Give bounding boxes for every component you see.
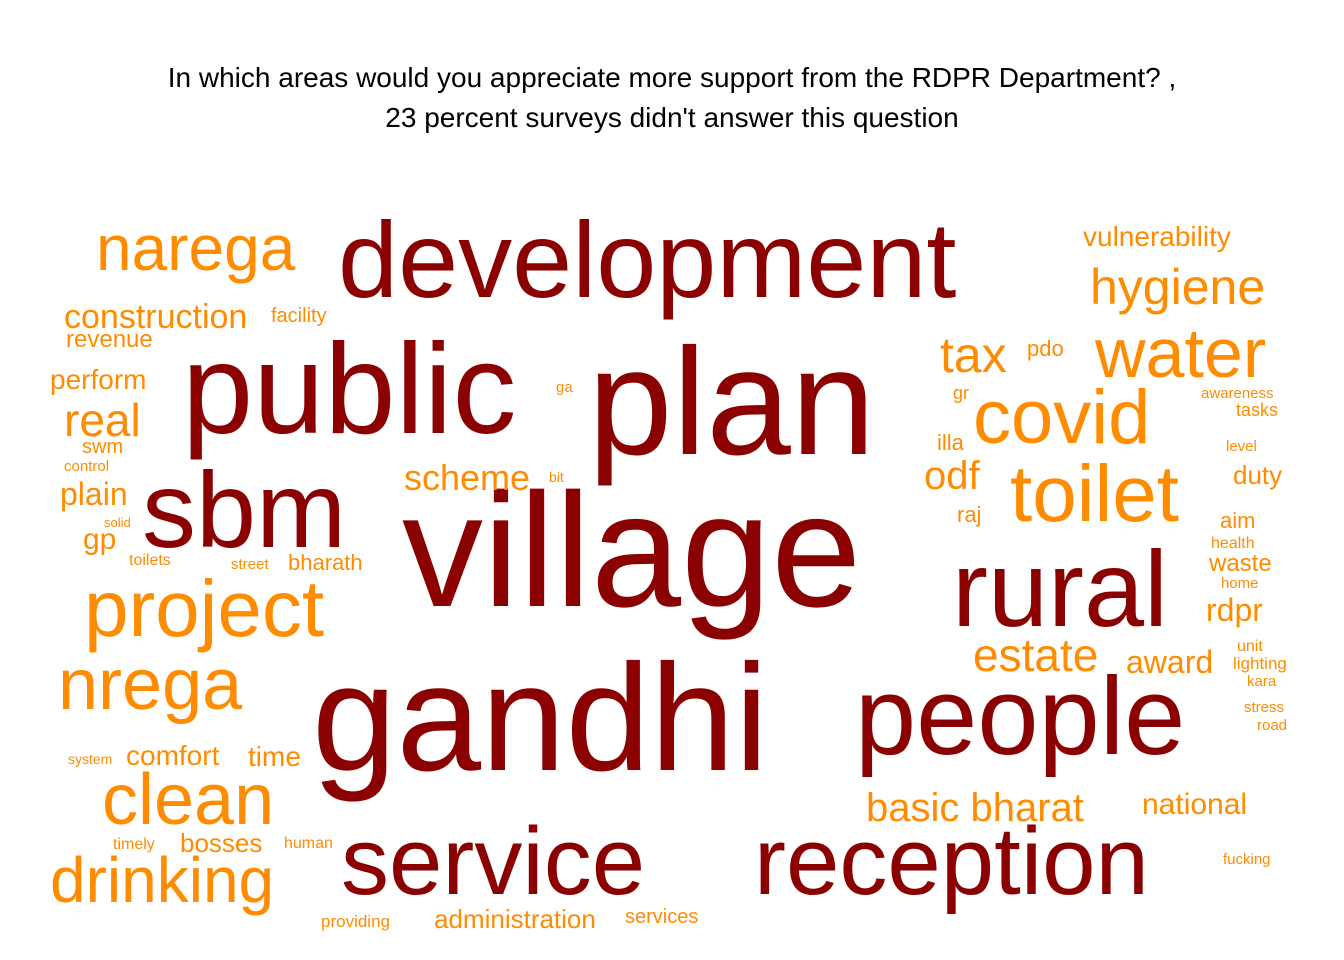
word-awareness: awareness [1201,385,1274,402]
word-home: home [1221,575,1259,592]
word-illa: illa [937,430,964,455]
word-waste: waste [1209,550,1272,577]
word-national: national [1142,788,1248,821]
word-health: health [1211,535,1255,552]
word-unit: unit [1237,638,1263,655]
word-lighting: lighting [1233,654,1287,673]
word-development: development [338,199,957,320]
word-revenue: revenue [66,326,153,353]
word-bit: bit [549,469,564,485]
word-nrega: nrega [58,645,243,725]
word-rdpr: rdpr [1206,592,1263,628]
word-water: water [1095,314,1267,392]
word-timely: timely [113,836,155,853]
word-narega: narega [96,212,296,284]
word-level: level [1226,438,1257,455]
word-people: people [855,655,1186,778]
word-comfort: comfort [126,740,220,771]
word-stress: stress [1244,699,1285,716]
word-gr: gr [953,383,970,403]
word-pdo: pdo [1027,336,1064,361]
word-rural: rural [952,528,1169,649]
word-kara: kara [1247,673,1277,690]
word-village: village [402,460,862,641]
word-toilet: toilet [1010,449,1179,538]
word-construction: construction [64,298,248,336]
word-covid: covid [973,375,1151,460]
word-sbm: sbm [142,449,347,570]
word-services: services [625,906,699,928]
word-plain: plain [60,476,128,512]
word-swm: swm [82,436,124,458]
word-control: control [64,458,110,475]
chart-title: In which areas would you appreciate more… [0,58,1344,138]
word-award: award [1126,644,1214,680]
word-tax: tax [940,327,1007,383]
word-toilets: toilets [129,552,171,569]
word-tasks: tasks [1236,400,1279,420]
word-gp: gp [83,523,117,556]
word-vulnerability: vulnerability [1083,221,1231,252]
word-road: road [1257,717,1288,734]
word-human: human [284,835,333,852]
word-raj: raj [957,502,982,527]
word-estate: estate [973,629,1099,681]
word-basic-bharat: basic bharat [866,786,1084,830]
word-gandhi: gandhi [312,633,769,803]
title-line-1: In which areas would you appreciate more… [167,62,1177,93]
word-system: system [68,751,113,767]
word-public: public [182,318,517,461]
word-scheme: scheme [404,457,531,498]
word-bharath: bharath [288,550,363,575]
word-reception: reception [754,808,1149,915]
word-providing: providing [321,912,390,931]
word-project: project [84,564,325,653]
word-drinking: drinking [50,844,275,916]
title-line-2: 23 percent surveys didn't answer this qu… [385,102,959,133]
word-service: service [341,808,646,915]
word-street: street [231,556,269,573]
word-perform: perform [50,364,147,395]
word-administration: administration [434,904,596,934]
word-real: real [64,394,141,446]
word-solid: solid [104,515,131,530]
word-ga: ga [556,379,573,396]
word-aim: aim [1220,508,1256,533]
word-hygiene: hygiene [1090,259,1266,315]
word-facility: facility [271,305,327,327]
word-clean: clean [102,760,275,840]
word-odf: odf [924,454,980,498]
word-bosses: bosses [180,828,263,858]
word-fucking: fucking [1223,851,1271,868]
word-plan: plan [588,317,876,487]
word-time: time [248,741,301,772]
word-duty: duty [1233,460,1283,490]
